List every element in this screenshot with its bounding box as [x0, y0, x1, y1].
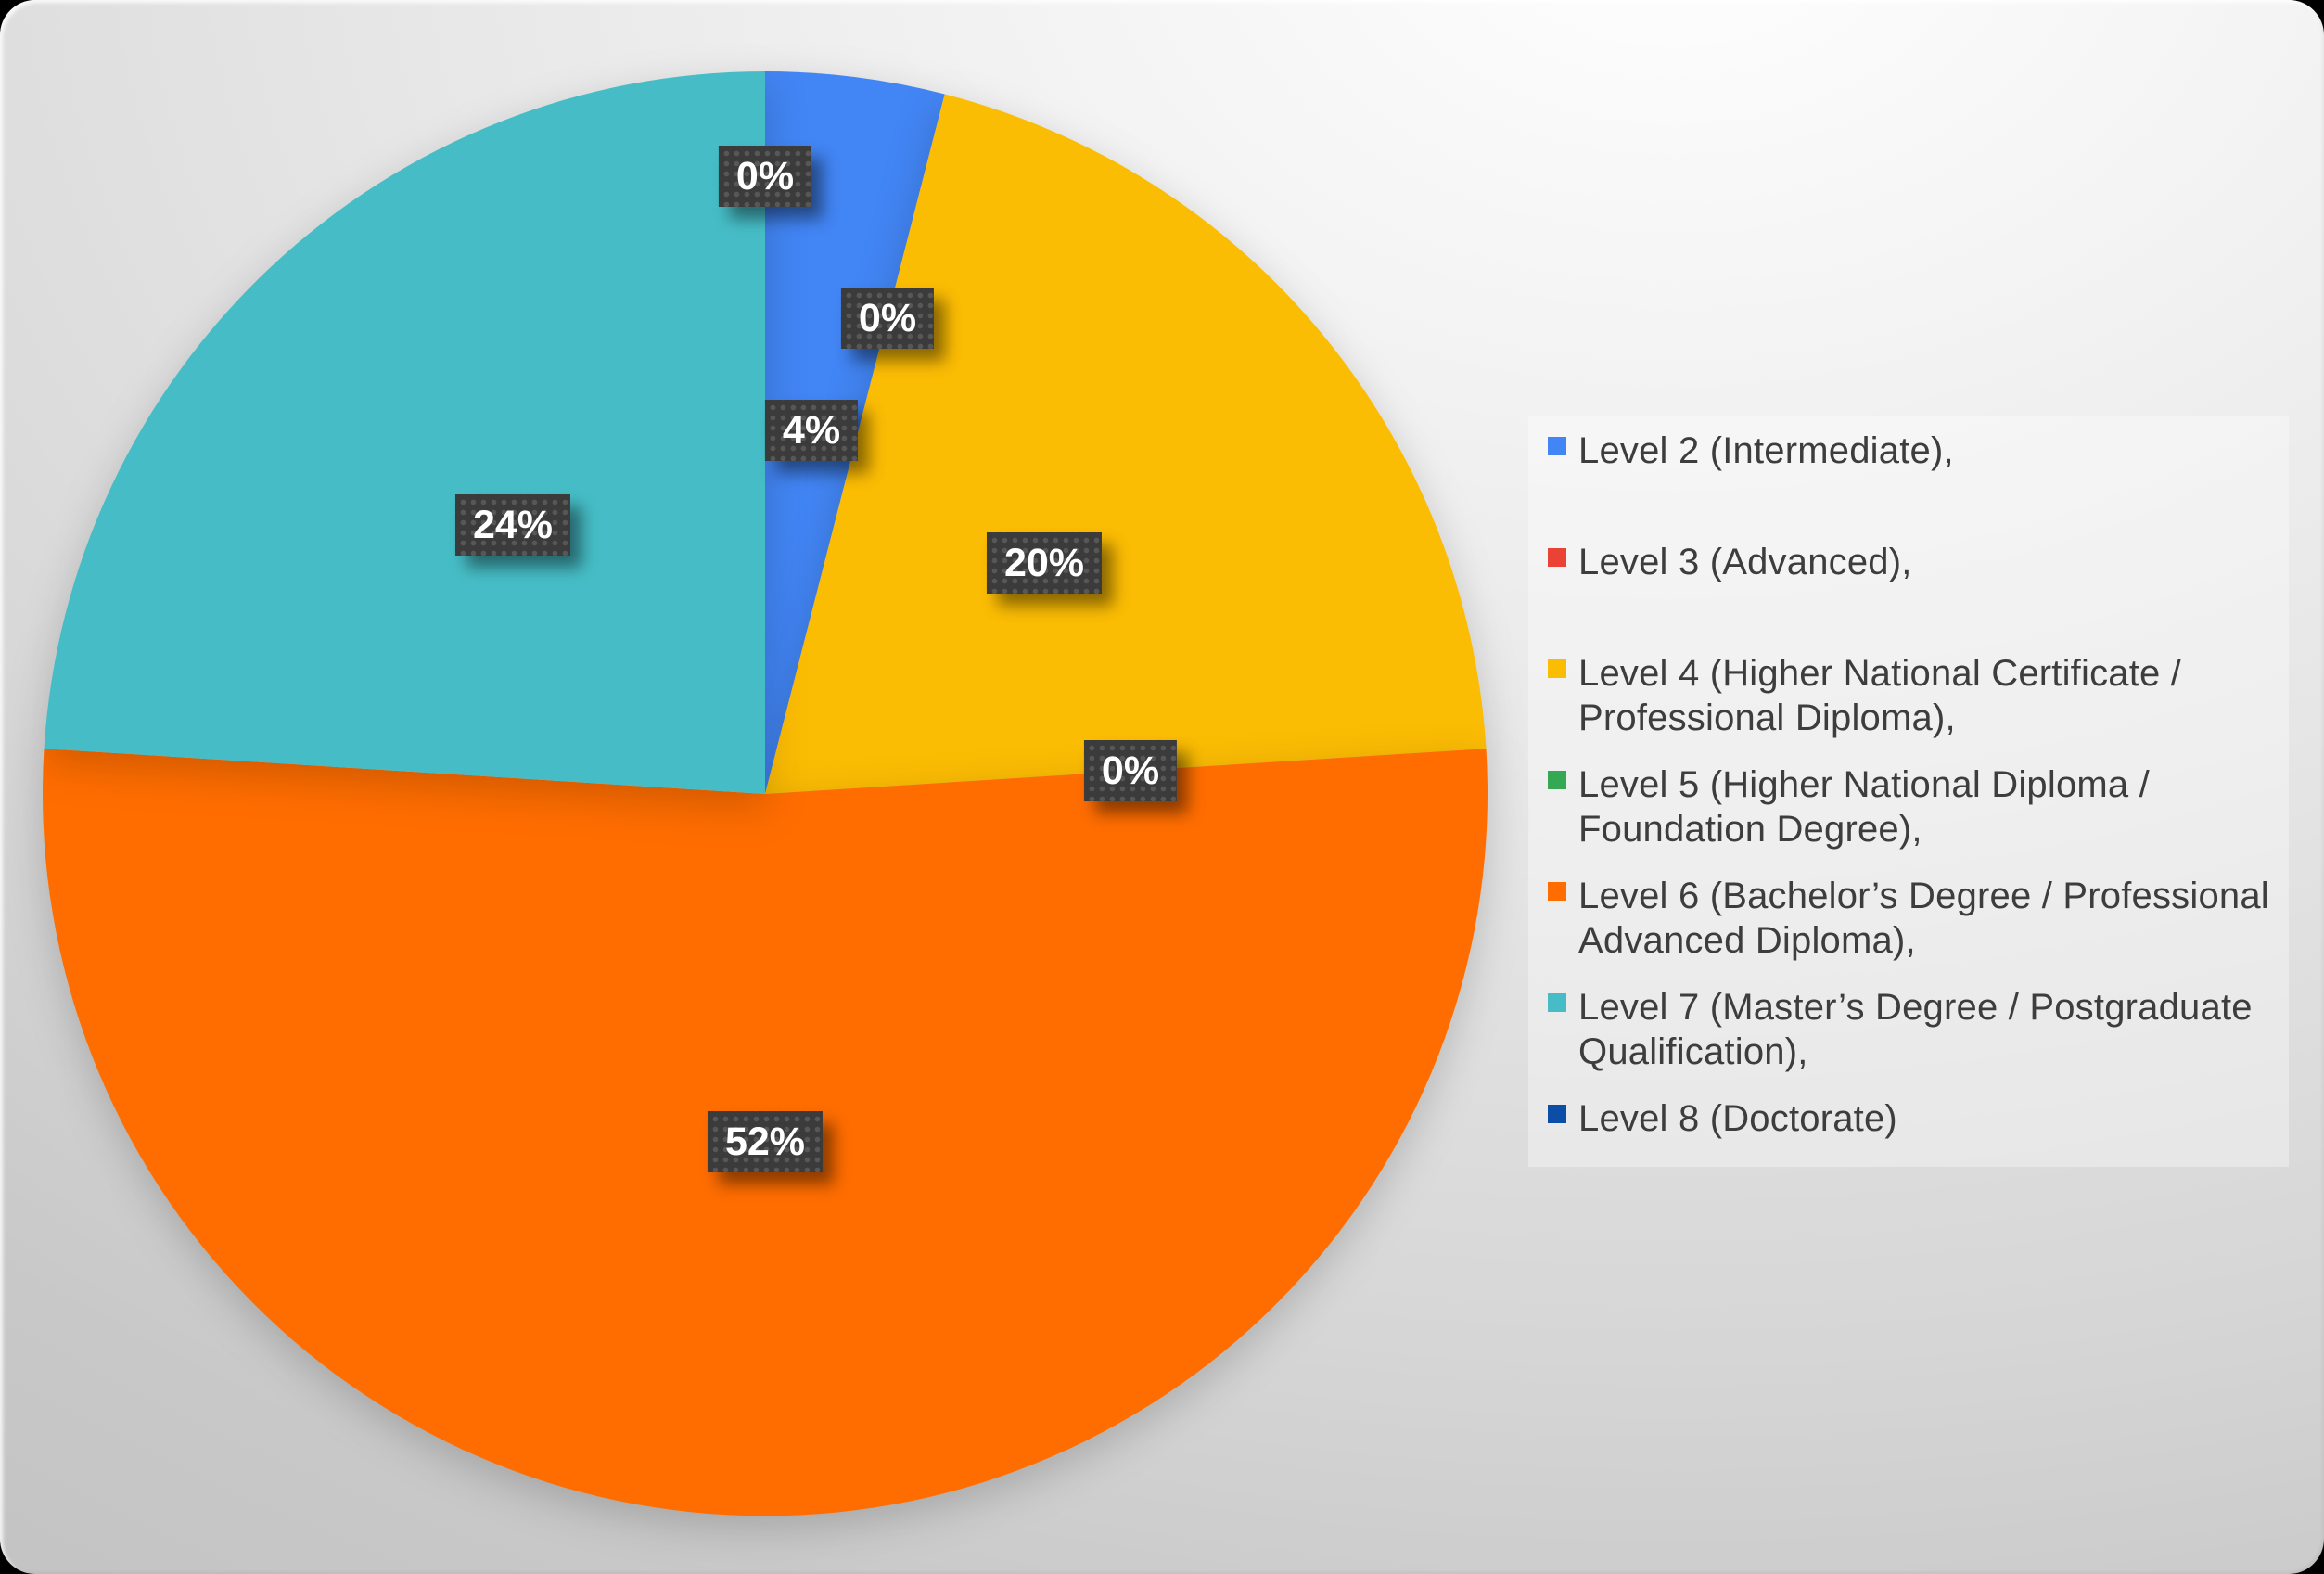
legend-item-label: Level 6 (Bachelor’s Degree / Professiona…: [1578, 876, 2269, 961]
legend-item-level-5[interactable]: Level 5 (Higher National Diploma / Found…: [1548, 762, 2276, 851]
legend-swatch-icon: [1548, 659, 1566, 678]
legend-item-label: Level 5 (Higher National Diploma / Found…: [1578, 764, 2150, 850]
data-label-level-8: 0%: [718, 146, 812, 207]
legend-swatch-icon: [1548, 882, 1566, 901]
legend-item-label: Level 7 (Master’s Degree / Postgraduate …: [1578, 987, 2253, 1072]
legend-item-level-3[interactable]: Level 3 (Advanced),: [1548, 540, 2276, 584]
legend-item-level-8[interactable]: Level 8 (Doctorate): [1548, 1096, 2276, 1141]
legend-item-level-6[interactable]: Level 6 (Bachelor’s Degree / Professiona…: [1548, 874, 2276, 963]
legend-item-label: Level 4 (Higher National Certificate / P…: [1578, 653, 2182, 738]
legend-item-label: Level 8 (Doctorate): [1578, 1098, 1897, 1139]
legend-swatch-icon: [1548, 548, 1566, 567]
legend-item-level-4[interactable]: Level 4 (Higher National Certificate / P…: [1548, 651, 2276, 740]
chart-legend: Level 2 (Intermediate), Level 3 (Advanced…: [1528, 416, 2289, 1167]
data-label-level-4: 20%: [986, 532, 1103, 594]
legend-item-label: Level 2 (Intermediate),: [1578, 430, 1954, 471]
pie-slice-level-7[interactable]: [44, 71, 766, 794]
legend-swatch-icon: [1548, 1105, 1566, 1123]
pie-slice-level-4[interactable]: [765, 94, 1487, 795]
legend-item-level-2[interactable]: Level 2 (Intermediate),: [1548, 429, 2276, 473]
legend-swatch-icon: [1548, 771, 1566, 789]
data-label-level-6: 52%: [707, 1111, 824, 1172]
data-label-level-5: 0%: [1083, 740, 1178, 801]
data-label-level-7: 24%: [454, 494, 571, 556]
legend-swatch-icon: [1548, 993, 1566, 1012]
legend-item-level-7[interactable]: Level 7 (Master’s Degree / Postgraduate …: [1548, 985, 2276, 1074]
data-label-level-2: 4%: [764, 400, 859, 461]
legend-item-label: Level 3 (Advanced),: [1578, 542, 1912, 582]
data-label-level-3: 0%: [840, 288, 935, 349]
legend-swatch-icon: [1548, 437, 1566, 455]
